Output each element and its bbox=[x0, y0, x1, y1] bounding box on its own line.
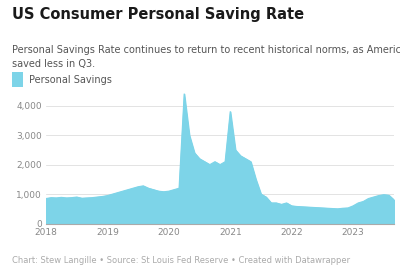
Text: Personal Savings Rate continues to return to recent historical norms, as America: Personal Savings Rate continues to retur… bbox=[12, 45, 400, 69]
Text: Personal Savings: Personal Savings bbox=[29, 75, 112, 85]
Text: Chart: Stew Langille • Source: St Louis Fed Reserve • Created with Datawrapper: Chart: Stew Langille • Source: St Louis … bbox=[12, 256, 350, 265]
Text: US Consumer Personal Saving Rate: US Consumer Personal Saving Rate bbox=[12, 7, 304, 22]
